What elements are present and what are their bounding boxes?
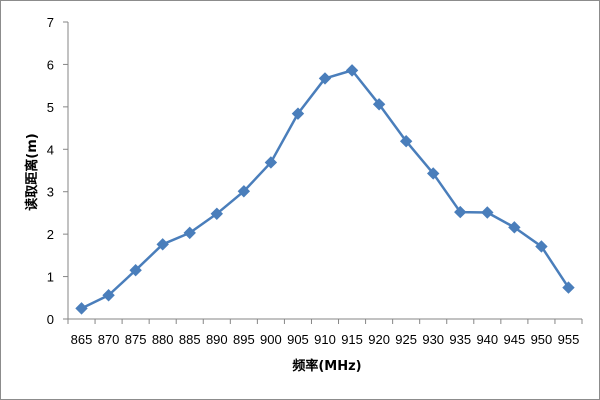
x-tick-label: 930	[422, 332, 444, 347]
x-tick-label: 950	[531, 332, 553, 347]
data-point-marker	[454, 205, 467, 219]
x-axis: 865 870 875 880 885 890 895 900 905 910 915 920 925 9…	[67, 318, 583, 347]
data-point-marker	[183, 226, 196, 240]
x-axis-title: 频率(MHz)	[292, 358, 361, 374]
series-line	[80, 69, 570, 310]
x-tick-label: 905	[287, 332, 309, 347]
data-point-marker	[318, 72, 332, 85]
x-tick-label: 865	[71, 332, 93, 347]
data-point-marker	[102, 289, 115, 302]
x-tick-label: 945	[504, 332, 526, 347]
data-point-marker	[291, 107, 305, 120]
data-point-marker	[481, 206, 494, 219]
data-point-marker	[210, 207, 223, 220]
plot-area	[75, 64, 575, 315]
x-tick-label: 915	[341, 332, 363, 347]
y-tick-label: 6	[47, 57, 54, 72]
data-point-marker	[535, 240, 548, 253]
x-tick-label: 910	[314, 332, 336, 347]
data-point-marker	[129, 264, 142, 277]
data-point-marker	[427, 167, 440, 180]
y-axis-title: 读取距离(m)	[24, 133, 40, 210]
data-point-marker	[345, 64, 359, 77]
x-tick-label: 895	[233, 332, 255, 347]
y-tick-label: 4	[47, 142, 54, 157]
y-tick-label: 0	[47, 312, 54, 327]
y-tick-label: 2	[47, 227, 54, 242]
data-point-marker	[562, 281, 575, 294]
x-tick-label: 885	[179, 332, 201, 347]
data-point-marker	[156, 238, 169, 251]
data-point-marker	[372, 98, 386, 111]
x-tick-label: 880	[152, 332, 174, 347]
x-tick-label: 875	[125, 332, 147, 347]
data-point-marker	[75, 302, 88, 315]
y-tick-label: 1	[47, 270, 54, 285]
data-point-marker	[237, 185, 251, 198]
x-tick-label: 940	[476, 332, 498, 347]
x-tick-label: 890	[206, 332, 228, 347]
data-point-marker	[264, 156, 278, 169]
y-tick-label: 7	[47, 15, 54, 30]
y-axis: 0 1 2 3 4 5 6 7	[47, 15, 69, 327]
data-point-marker	[399, 135, 413, 148]
x-tick-label: 900	[260, 332, 282, 347]
x-tick-label: 870	[98, 332, 120, 347]
y-tick-label: 5	[47, 100, 54, 115]
x-tick-label: 920	[368, 332, 390, 347]
x-tick-label: 925	[395, 332, 417, 347]
y-tick-label: 3	[47, 185, 54, 200]
x-tick-label: 955	[558, 332, 580, 347]
data-point-marker	[508, 221, 521, 234]
x-tick-label: 935	[449, 332, 471, 347]
